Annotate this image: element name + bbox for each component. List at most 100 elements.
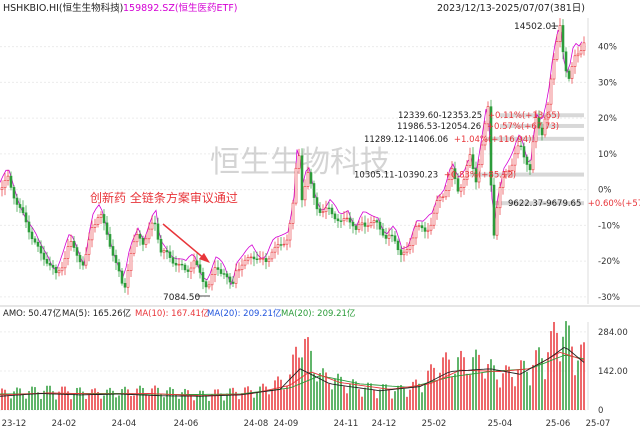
volume-bar-up <box>505 365 507 410</box>
candle-up <box>240 264 244 270</box>
annotation-arrowhead <box>199 253 210 263</box>
volume-bar-down <box>31 386 33 410</box>
candle-up <box>60 267 64 272</box>
x-tick-label: 24-11 <box>334 419 359 429</box>
volume-bar-down <box>25 398 27 410</box>
volume-bar-up <box>508 366 510 410</box>
volume-bar-down <box>337 373 339 410</box>
candle-down <box>165 250 169 253</box>
candle-down <box>378 221 382 230</box>
candle-up <box>144 238 148 245</box>
volume-bar-up <box>100 398 102 410</box>
volume-bar-down <box>10 398 12 410</box>
x-tick-label: 24-12 <box>372 419 397 429</box>
volume-bar-down <box>118 395 120 410</box>
candle-down <box>279 244 283 246</box>
candle-up <box>96 217 100 225</box>
volume-bar-up <box>571 346 573 410</box>
volume-bar-up <box>409 389 411 410</box>
candle-down <box>183 264 187 271</box>
volume-bar-up <box>487 364 489 410</box>
candle-up <box>450 168 454 180</box>
volume-bar-up <box>238 399 240 410</box>
volume-bar-down <box>19 388 21 410</box>
candle-up <box>291 202 295 224</box>
volume-bar-up <box>127 389 129 410</box>
candle-down <box>228 276 232 283</box>
candle-up <box>543 118 547 136</box>
amo-label: AMO: 50.47亿 <box>3 308 61 319</box>
ma20-label-green: MA(20): 209.21亿 <box>281 308 355 319</box>
candle-down <box>537 117 541 129</box>
volume-bar-down <box>184 388 186 410</box>
volume-bar-up <box>496 379 498 410</box>
candle-up <box>516 145 520 155</box>
volume-bar-up <box>544 379 546 410</box>
x-tick-label: 24-06 <box>174 419 199 429</box>
volume-bar-down <box>76 387 78 410</box>
x-tick-label: 23-12 <box>2 419 27 429</box>
volume-bar-down <box>229 388 231 410</box>
volume-bar-down <box>109 387 111 410</box>
candle-up <box>435 200 439 214</box>
volume-bar-down <box>79 387 81 410</box>
volume-bar-down <box>421 392 423 410</box>
volume-bar-up <box>190 395 192 410</box>
volume-bar-down <box>199 390 201 410</box>
volume-bar-down <box>169 387 171 410</box>
candle-down <box>384 234 388 239</box>
volume-bar-up <box>388 389 390 410</box>
candle-up <box>147 228 151 240</box>
volume-bar-down <box>34 387 36 410</box>
volume-bar-down <box>379 389 381 410</box>
candle-down <box>30 231 34 240</box>
volume-bar-up <box>298 357 300 410</box>
volume-bar-up <box>292 354 294 410</box>
candle-up <box>459 187 463 192</box>
volume-bar-up <box>130 396 132 410</box>
candle-down <box>528 164 532 171</box>
candle-down <box>54 267 58 274</box>
y-tick-label: 40% <box>598 43 617 53</box>
volume-bar-down <box>82 391 84 410</box>
x-tick-label: 25-07 <box>586 419 611 429</box>
volume-bar-down <box>256 392 258 410</box>
volume-bar-up <box>499 387 501 410</box>
candle-down <box>174 262 178 266</box>
candle-up <box>582 42 586 52</box>
candle-down <box>312 183 316 198</box>
gap-change-label: +0.83%(+85.12) <box>444 171 516 181</box>
volume-bar-down <box>565 321 567 410</box>
candle-down <box>330 207 334 215</box>
high-label: 14502.01 <box>514 22 557 32</box>
candle-up <box>213 267 217 276</box>
volume-bar-down <box>223 400 225 410</box>
candle-up <box>84 254 88 266</box>
x-tick-label: 24-02 <box>52 419 77 429</box>
candle-down <box>561 25 565 53</box>
volume-bar-up <box>148 395 150 410</box>
candle-up <box>465 165 469 181</box>
candle-down <box>300 155 304 201</box>
candle-up <box>438 196 442 201</box>
candle-down <box>519 145 523 147</box>
volume-bar-up <box>361 396 363 410</box>
candle-down <box>222 273 226 275</box>
volume-bar-up <box>439 372 441 410</box>
volume-bar-down <box>352 379 354 410</box>
volume-bar-up <box>250 390 252 410</box>
volume-tick-label: 142.00 <box>598 367 628 377</box>
volume-bar-down <box>112 390 114 410</box>
candle-down <box>348 217 352 223</box>
volume-bar-up <box>85 398 87 410</box>
y-tick-label: 30% <box>598 78 617 88</box>
volume-bar-up <box>133 395 135 410</box>
volume-y-axis: 284.00 142.00 0 <box>587 322 628 416</box>
volume-bar-down <box>538 347 540 410</box>
candle-up <box>444 190 448 198</box>
volume-bar-down <box>46 385 48 410</box>
candle-up <box>270 251 274 260</box>
volume-bar-up <box>262 383 264 410</box>
candle-up <box>150 222 154 230</box>
candle-down <box>219 269 223 274</box>
